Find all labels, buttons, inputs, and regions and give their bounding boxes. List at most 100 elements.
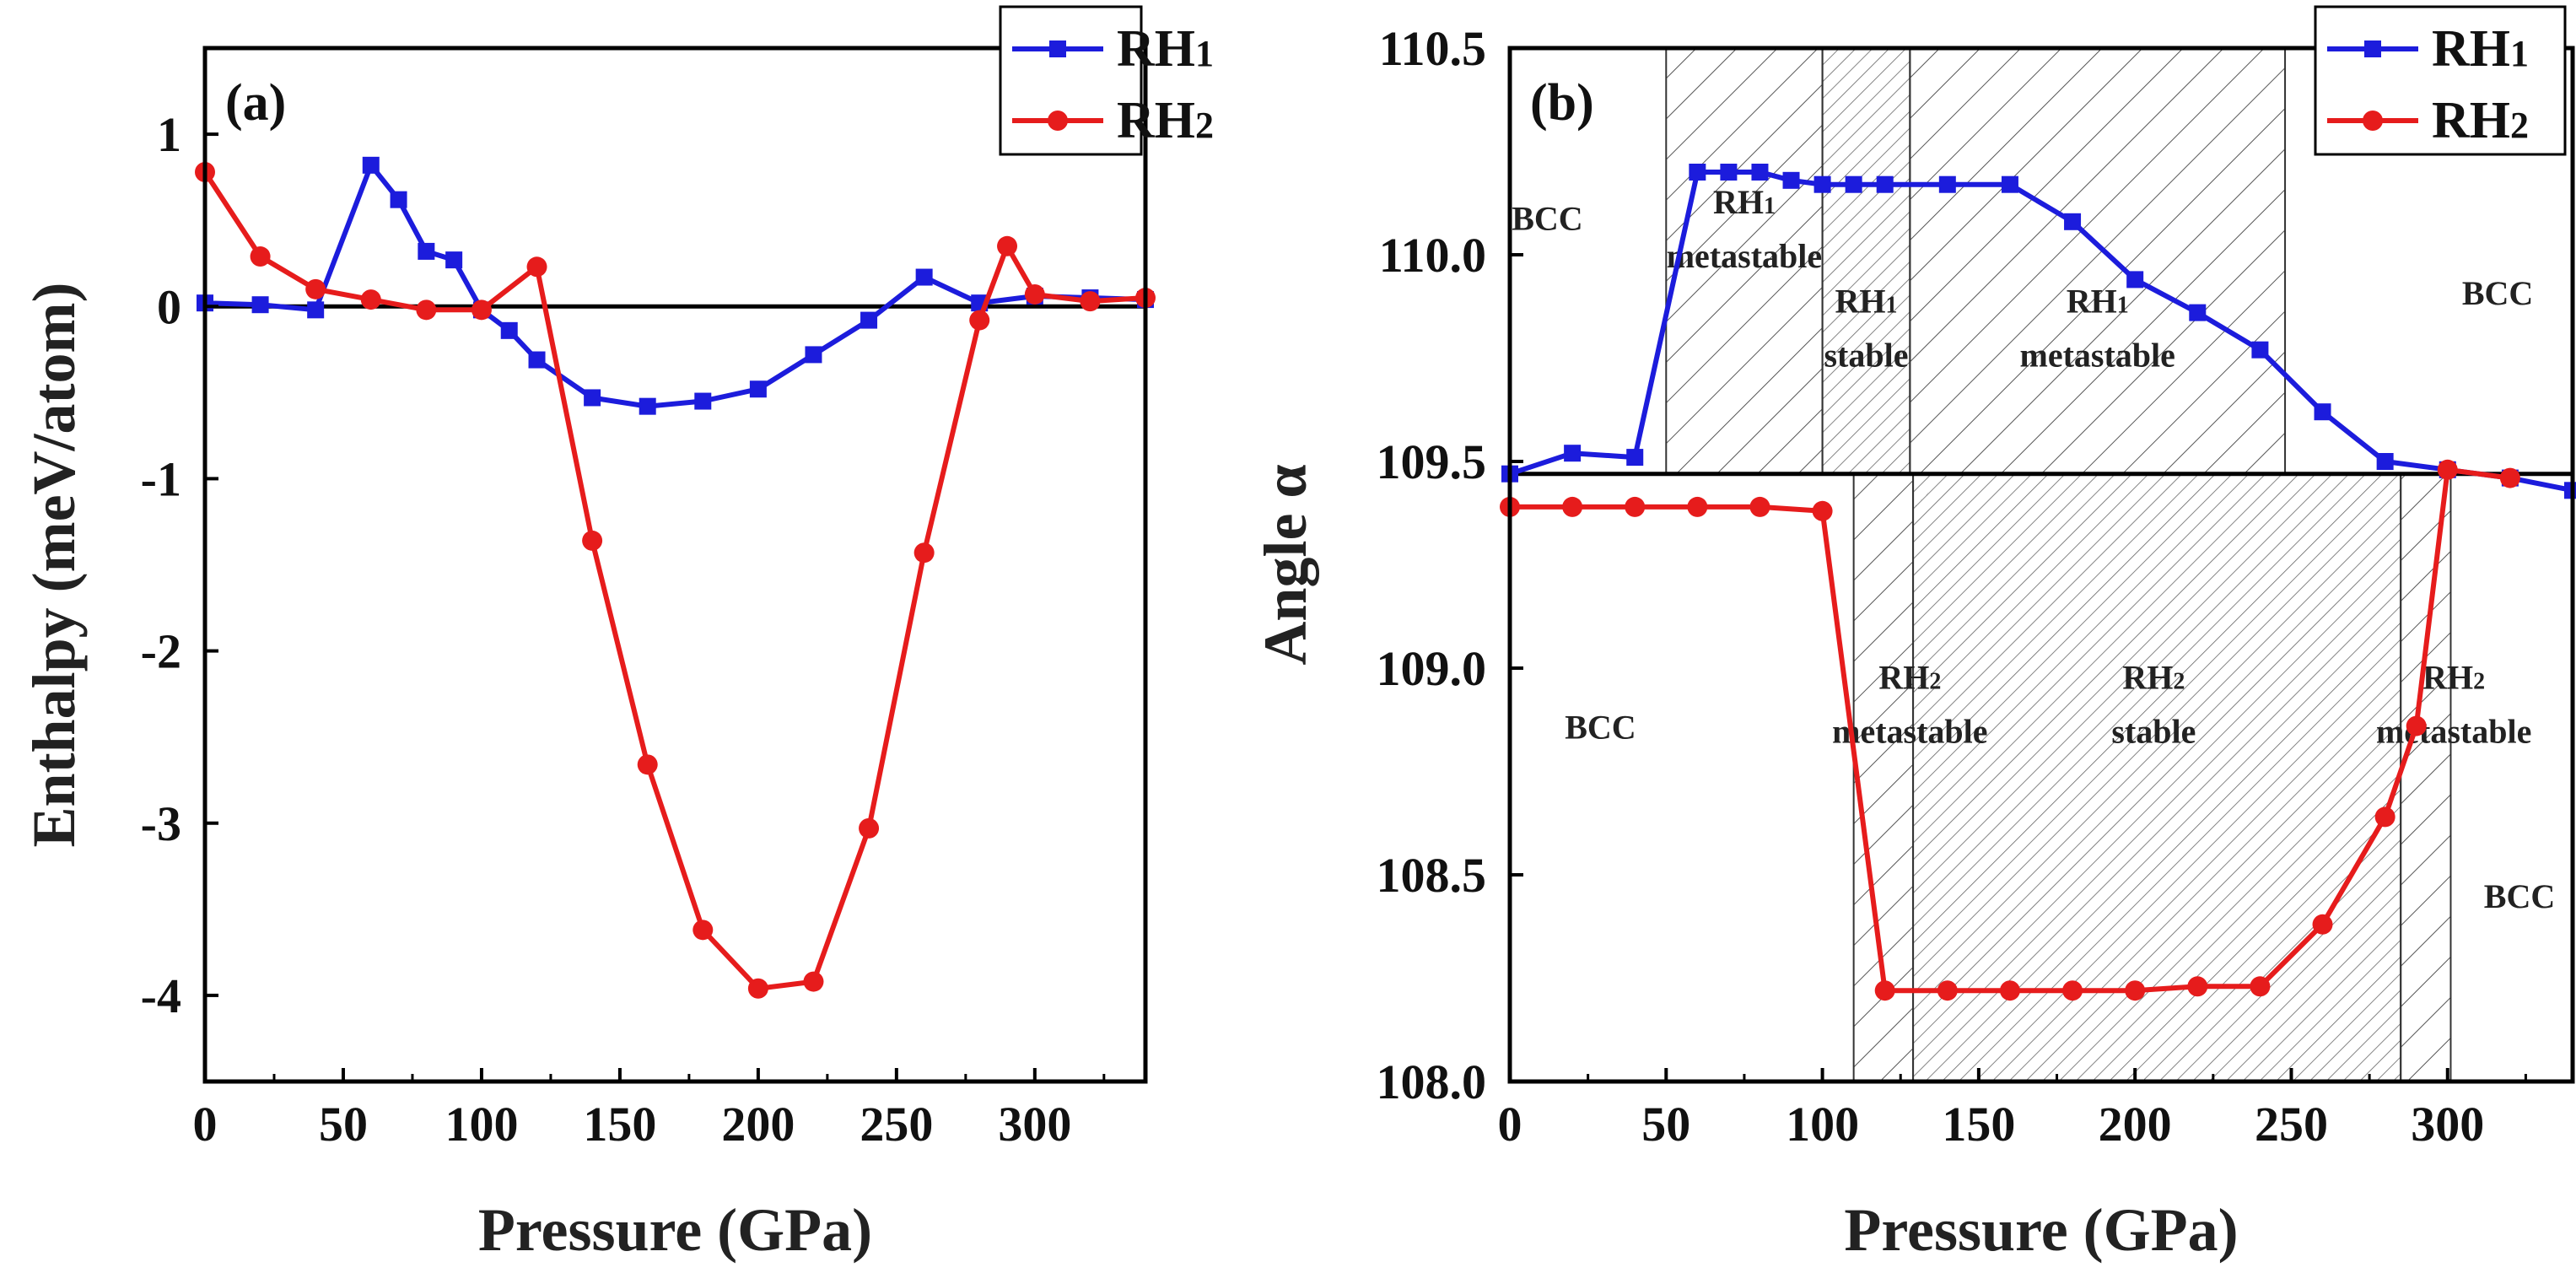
series-line-rh2 <box>202 170 1146 991</box>
panel-a-chart: 0 50 100 150 200 250 300 1 0 -1 -2 -3 -4 Pressure (GP… <box>20 5 1214 1264</box>
data-point-rh1 <box>500 321 518 339</box>
data-point-rh2 <box>1562 496 1583 517</box>
region-label-9-line-1: RH2 <box>2422 659 2485 697</box>
y-axis-label: Enthalpy (meV/atom) <box>20 283 88 848</box>
data-point-rh2 <box>803 971 824 992</box>
x-tick-label: 300 <box>998 1097 1071 1152</box>
legend-marker-rh2 <box>1048 111 1068 131</box>
data-point-rh1 <box>1720 164 1738 181</box>
data-point-rh2 <box>305 278 326 299</box>
x-tick-label: 300 <box>2411 1097 2484 1152</box>
data-point-rh2 <box>2312 914 2333 935</box>
data-point-rh2 <box>2250 976 2271 997</box>
shaded-region-5 <box>1912 472 2402 1082</box>
data-point-rh1 <box>1938 175 1956 193</box>
series-line-rh2 <box>1510 467 2511 994</box>
region-label-6: BCC <box>1565 708 1636 746</box>
region-label-2-line-1: RH1 <box>1713 183 1776 221</box>
panel-label: (b) <box>1530 74 1594 132</box>
data-point-rh2 <box>2374 806 2395 828</box>
data-point-rh1 <box>639 397 656 415</box>
data-point-rh1 <box>1876 175 1894 193</box>
data-point-rh1 <box>2314 403 2331 421</box>
data-point-rh1 <box>2001 175 2018 193</box>
data-point-rh2 <box>1874 980 1895 1001</box>
x-tick-label: 200 <box>2099 1097 2172 1152</box>
x-tick-label: 200 <box>721 1097 795 1152</box>
legend-marker-rh1 <box>2364 40 2381 57</box>
region-label-8-line-1: RH2 <box>2122 659 2185 697</box>
data-point-rh1 <box>2126 271 2144 289</box>
data-point-rh2 <box>416 299 437 321</box>
panel-b-chart: BCC RH1 metastable RH1 stable RH1 metastable BC… <box>1252 5 2576 1264</box>
x-tick-label: 150 <box>1942 1097 2015 1152</box>
x-tick-label: 0 <box>193 1097 218 1152</box>
legend-label-rh1: RH1 <box>2432 20 2529 78</box>
data-point-rh1 <box>445 251 463 269</box>
x-tick-label: 50 <box>1641 1097 1690 1152</box>
data-point-rh2 <box>1625 496 1646 517</box>
series-line-rh1 <box>204 162 1146 409</box>
data-point-rh1 <box>915 268 933 286</box>
legend-marker-rh1 <box>1049 40 1066 57</box>
data-point-rh1 <box>528 351 546 369</box>
shaded-region-2 <box>1821 47 1911 475</box>
data-point-rh2 <box>2437 459 2458 480</box>
region-label-7-line-1: RH2 <box>1878 659 1941 697</box>
data-point-rh2 <box>250 246 271 267</box>
region-label-1: BCC <box>1512 200 1582 238</box>
data-point-rh1 <box>362 156 380 174</box>
region-label-4-line-1: RH1 <box>2067 283 2129 321</box>
x-tick-label: 250 <box>860 1097 933 1152</box>
data-point-rh2 <box>2187 976 2208 997</box>
x-axis-label: Pressure (GPa) <box>1844 1196 2238 1264</box>
data-point-rh2 <box>1024 283 1045 305</box>
data-point-rh1 <box>584 389 601 407</box>
data-point-rh2 <box>471 299 492 321</box>
x-tick-label: 50 <box>319 1097 368 1152</box>
data-point-rh2 <box>1812 500 1833 521</box>
legend-marker-rh2 <box>2363 111 2383 131</box>
data-point-rh2 <box>582 530 603 551</box>
y-tick-label: 0 <box>157 279 181 334</box>
data-point-rh1 <box>2189 304 2207 321</box>
data-point-rh2 <box>2125 980 2146 1001</box>
data-point-rh1 <box>390 191 407 208</box>
x-tick-label: 100 <box>445 1097 518 1152</box>
region-label-7-line-2: metastable <box>1832 713 1987 751</box>
data-point-rh1 <box>1751 164 1769 181</box>
y-tick-label: -1 <box>141 451 181 506</box>
region-label-3-line-2: stable <box>1824 337 1908 375</box>
legend-box <box>2314 5 2567 156</box>
y-tick-label: -4 <box>141 968 181 1023</box>
x-tick-label: 250 <box>2255 1097 2328 1152</box>
data-point-rh1 <box>1626 449 1644 467</box>
data-point-rh2 <box>2062 980 2083 1001</box>
y-tick-label: 110.0 <box>1379 228 1486 283</box>
y-tick-label: 109.0 <box>1377 641 1487 696</box>
y-tick-label: 109.5 <box>1377 434 1487 489</box>
data-point-rh1 <box>307 301 325 319</box>
y-tick-label: 110.5 <box>1379 21 1486 76</box>
plot-frame <box>202 46 1148 1084</box>
data-point-rh1 <box>749 380 767 398</box>
y-tick-label: 108.0 <box>1377 1055 1487 1109</box>
shaded-region-3 <box>1909 47 2287 475</box>
y-tick-label: -3 <box>141 796 181 851</box>
data-point-rh1 <box>2251 341 2269 359</box>
region-label-8-line-2: stable <box>2111 713 2196 751</box>
y-tick-label: 108.5 <box>1377 848 1487 903</box>
data-point-rh1 <box>694 392 712 410</box>
legend-label-rh2: RH2 <box>2432 92 2529 149</box>
x-axis-label: Pressure (GPa) <box>478 1196 872 1264</box>
data-point-rh1 <box>418 242 435 260</box>
y-tick-label: -2 <box>141 624 181 679</box>
legend-box <box>999 5 1143 156</box>
data-point-rh1 <box>1689 164 1706 181</box>
x-tick-label: 150 <box>583 1097 656 1152</box>
data-point-rh2 <box>2406 715 2427 736</box>
data-point-rh2 <box>693 920 714 941</box>
region-label-4-line-2: metastable <box>2020 337 2175 375</box>
data-point-rh2 <box>1999 980 2020 1001</box>
data-point-rh2 <box>1749 496 1770 517</box>
